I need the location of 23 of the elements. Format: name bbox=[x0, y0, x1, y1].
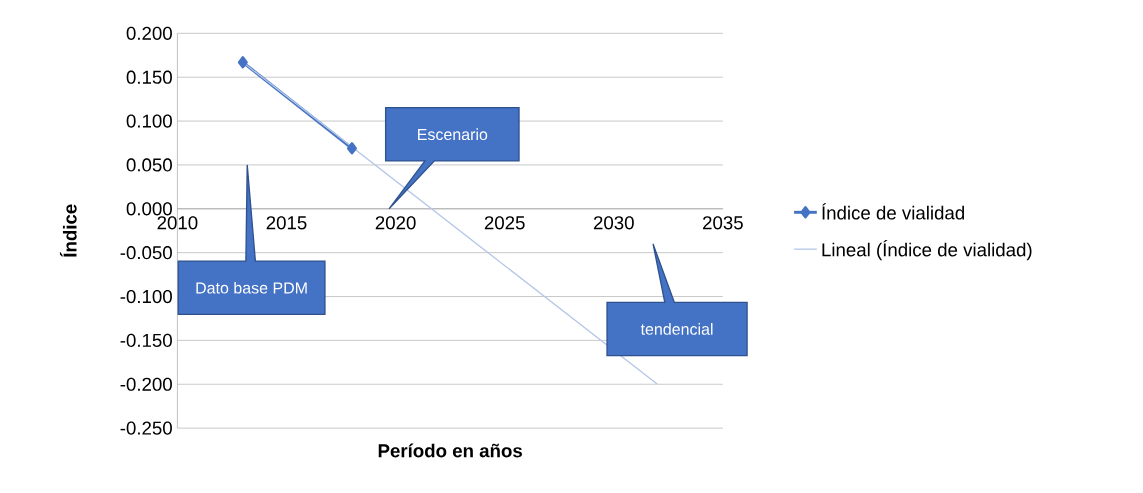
x-tick-label: 2030 bbox=[593, 215, 634, 230]
annotation: Dato base PDM bbox=[196, 281, 307, 294]
legend-label: Índice de vialidad bbox=[822, 202, 965, 220]
y-tick-label: 0.150 bbox=[126, 70, 172, 84]
y-tick-label: 0.100 bbox=[126, 114, 172, 128]
y-tick-label: 0.000 bbox=[126, 201, 172, 216]
x-axis-title: Período en años bbox=[378, 443, 522, 458]
x-tick-label: 2010 bbox=[157, 215, 198, 230]
x-tick-label: 2025 bbox=[484, 215, 525, 230]
y-tick-label: -0.250 bbox=[120, 421, 172, 435]
legend-label: Lineal (Índice de vialidad) bbox=[822, 239, 1032, 260]
y-tick-label: -0.150 bbox=[120, 333, 172, 347]
x-tick-label: 2035 bbox=[703, 215, 743, 230]
annotation: Escenario bbox=[418, 128, 488, 140]
y-axis-title: Índice bbox=[59, 204, 77, 257]
y-tick-label: -0.050 bbox=[120, 245, 172, 260]
x-tick-label: 2020 bbox=[375, 215, 416, 230]
y-tick-label: 0.200 bbox=[126, 26, 172, 40]
y-tick-label: -0.200 bbox=[120, 377, 172, 391]
x-tick-label: 2015 bbox=[266, 215, 307, 230]
y-tick-label: -0.100 bbox=[120, 289, 172, 303]
annotation: tendencial bbox=[640, 322, 713, 335]
y-tick-label: 0.050 bbox=[126, 158, 172, 172]
